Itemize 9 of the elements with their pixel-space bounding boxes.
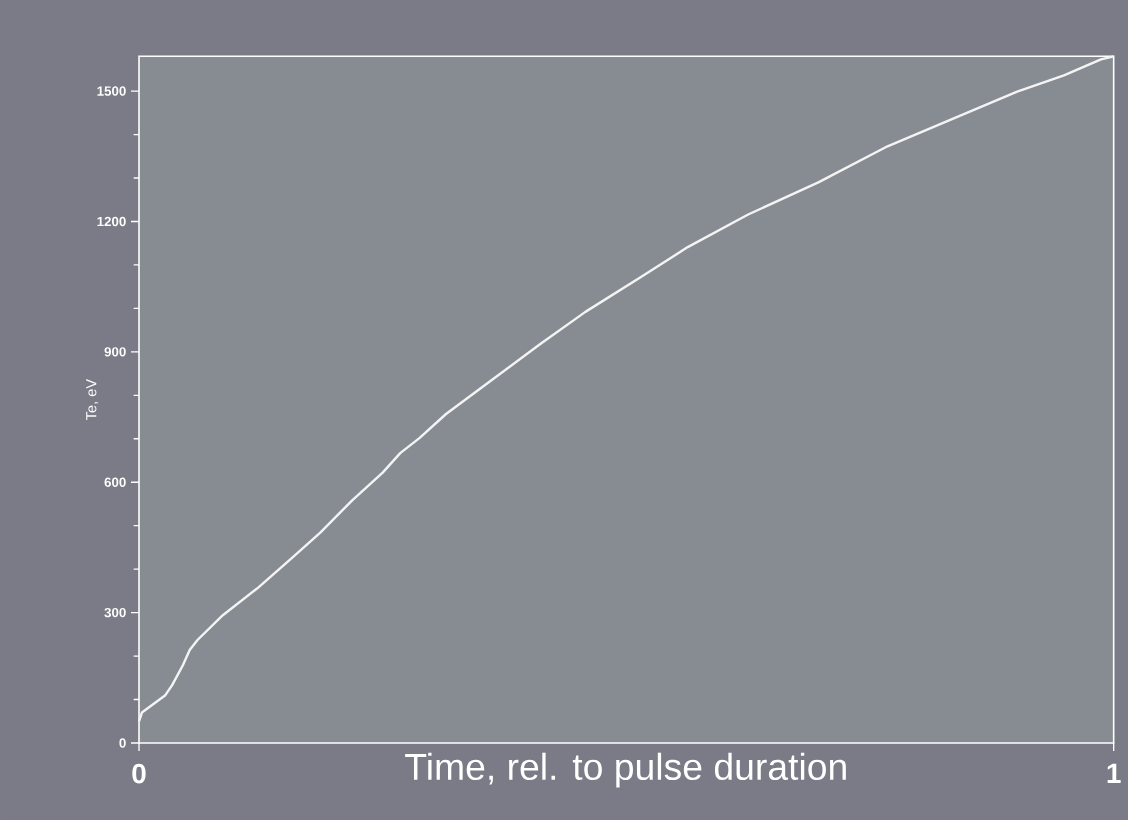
y-tick-label: 0 <box>119 738 126 748</box>
y-tick-label: 900 <box>104 347 126 357</box>
y-axis-title: Te, eV <box>86 378 99 421</box>
y-tick-label: 1200 <box>97 216 126 227</box>
y-tick-label: 600 <box>104 477 126 487</box>
x-tick-label: 1 <box>1107 763 1121 783</box>
x-axis-title: Time, rel. to pulse duration <box>405 752 846 788</box>
y-tick-label: 1500 <box>97 86 126 96</box>
y-tick-label: 300 <box>104 607 126 618</box>
